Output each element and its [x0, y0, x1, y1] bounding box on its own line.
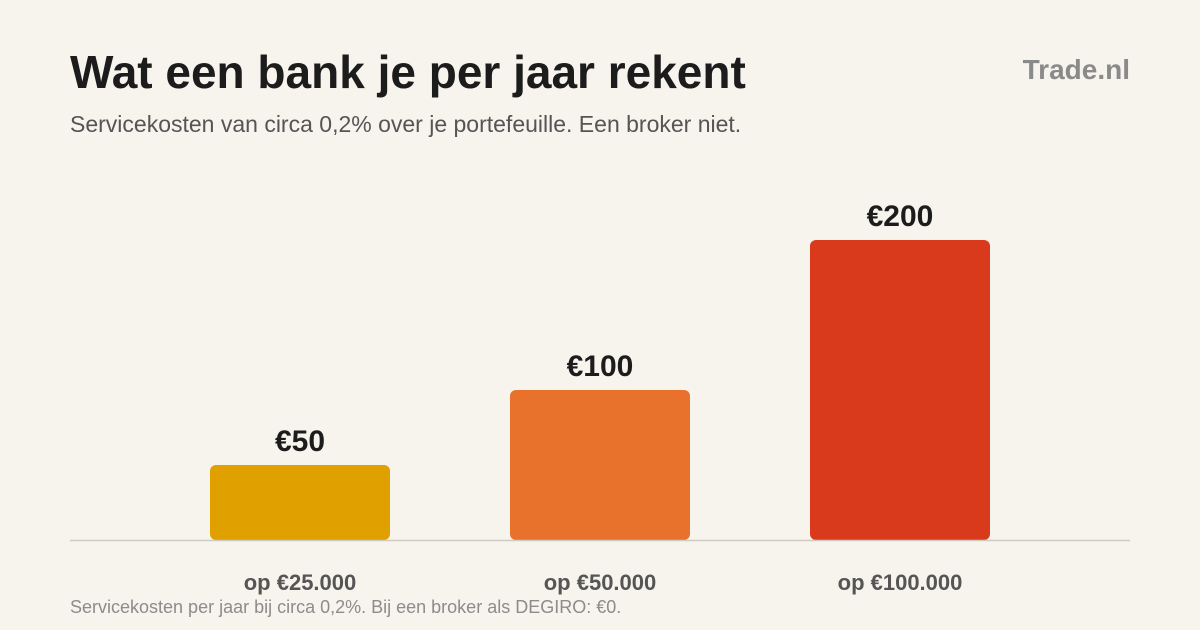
data-label-3: €200 [867, 200, 934, 233]
footnote: Servicekosten per jaar bij circa 0,2%. B… [70, 597, 622, 617]
chart-subtitle: Servicekosten van circa 0,2% over je por… [70, 111, 742, 137]
data-label-2: €100 [567, 350, 634, 383]
category-label-1: op €25.000 [244, 570, 357, 595]
bar-2 [510, 390, 690, 540]
bar-3 [810, 240, 990, 540]
brand-logo: Trade.nl [1022, 54, 1130, 85]
bar-1 [210, 465, 390, 540]
data-label-1: €50 [275, 425, 325, 458]
category-label-3: op €100.000 [838, 570, 963, 595]
chart-title: Wat een bank je per jaar rekent [70, 46, 746, 98]
category-label-2: op €50.000 [544, 570, 657, 595]
